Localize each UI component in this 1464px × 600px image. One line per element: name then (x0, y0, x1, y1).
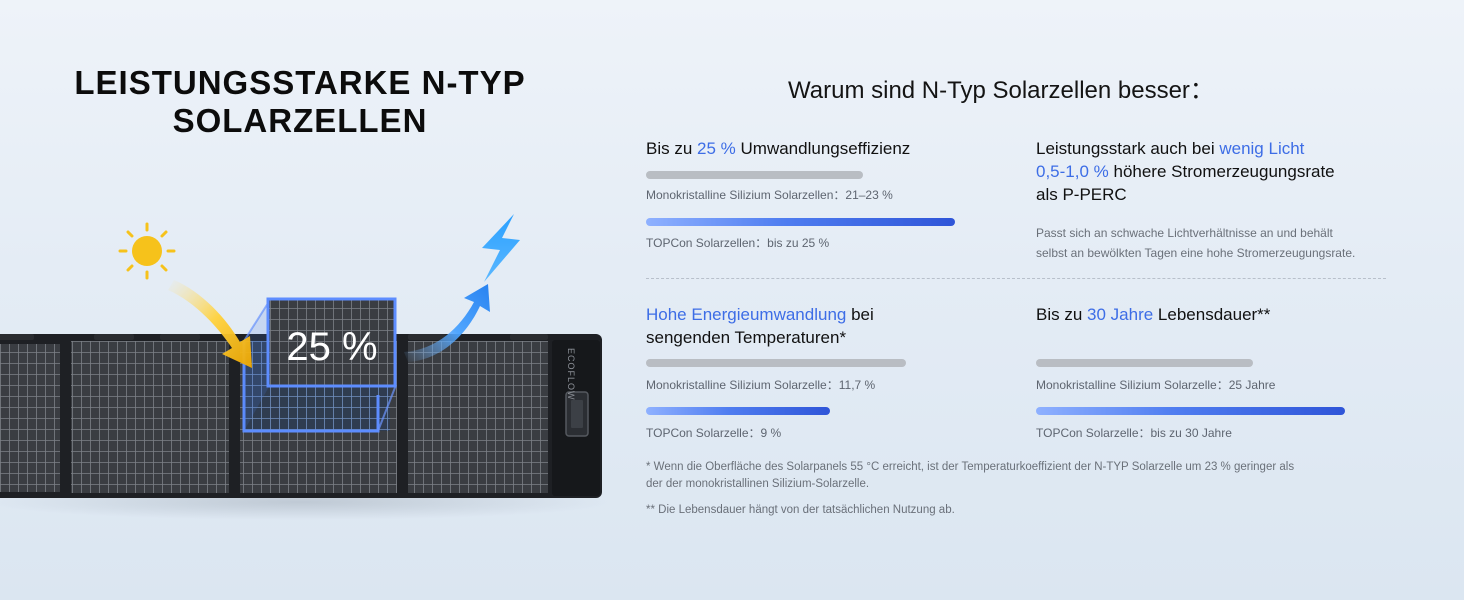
efficiency-mono-caption: Monokristalline Silizium Solarzellen：21–… (646, 188, 893, 202)
lifetime-mono-bar (1036, 359, 1253, 367)
footnote-lifetime: ** Die Lebensdauer hängt von der tatsäch… (646, 504, 955, 516)
main-title-line2: SOLARZELLEN (172, 102, 428, 139)
efficiency-mono-bar (646, 171, 863, 179)
sun-icon (118, 222, 176, 280)
temperature-topcon-bar (646, 407, 830, 415)
sunlight-arrow (168, 280, 252, 368)
lifetime-topcon-bar (1036, 407, 1345, 415)
footnote-temperature: * Wenn die Oberfläche des Solarpanels 55… (646, 461, 1295, 490)
low-light-title: Leistungsstark auch bei wenig Licht 0,5-… (1036, 139, 1335, 204)
efficiency-topcon-bar (646, 218, 955, 226)
lifetime-mono-caption: Monokristalline Silizium Solarzelle：25 J… (1036, 378, 1276, 392)
lightning-icon (482, 214, 520, 282)
main-title-line1: LEISTUNGSSTARKE N-TYP (74, 64, 526, 101)
main-title: LEISTUNGSSTARKE N-TYP SOLARZELLEN (0, 64, 600, 140)
lifetime-topcon-caption: TOPCon Solarzelle：bis zu 30 Jahre (1036, 426, 1232, 440)
lifetime-title: Bis zu 30 Jahre Lebensdauer** (1036, 305, 1271, 324)
temperature-block: Hohe Energieumwandlung bei sengenden Tem… (646, 303, 1006, 349)
efficiency-title: Bis zu 25 % Umwandlungseffizienz (646, 139, 911, 158)
efficiency-topcon-caption: TOPCon Solarzellen：bis zu 25 % (646, 236, 830, 250)
efficiency-block: Bis zu 25 % Umwandlungseffizienz (646, 137, 986, 160)
solar-panel-illustration: ECOFLOW 25 % (0, 214, 610, 520)
low-light-description: Passt sich an schwache Lichtverhältnisse… (1036, 226, 1356, 260)
lifetime-block: Bis zu 30 Jahre Lebensdauer** (1036, 303, 1396, 326)
temperature-topcon-caption: TOPCon Solarzelle：9 % (646, 426, 782, 440)
temperature-mono-bar (646, 359, 906, 367)
section-divider (646, 278, 1386, 279)
low-light-block: Leistungsstark auch bei wenig Licht 0,5-… (1036, 137, 1396, 263)
temperature-mono-caption: Monokristalline Silizium Solarzelle：11,7… (646, 378, 876, 392)
raised-cell-block (266, 297, 397, 388)
efficiency-badge-text: 25 % (286, 325, 377, 369)
energy-arrow (404, 284, 490, 362)
section-headline: Warum sind N-Typ Solarzellen besser： (788, 77, 1214, 104)
panel-brand-label: ECOFLOW (566, 348, 576, 401)
hero-section: ECOFLOW 25 % (0, 0, 620, 600)
temperature-title: Hohe Energieumwandlung bei sengenden Tem… (646, 305, 874, 347)
comparison-section: Warum sind N-Typ Solarzellen besser： Bis… (620, 0, 1464, 600)
